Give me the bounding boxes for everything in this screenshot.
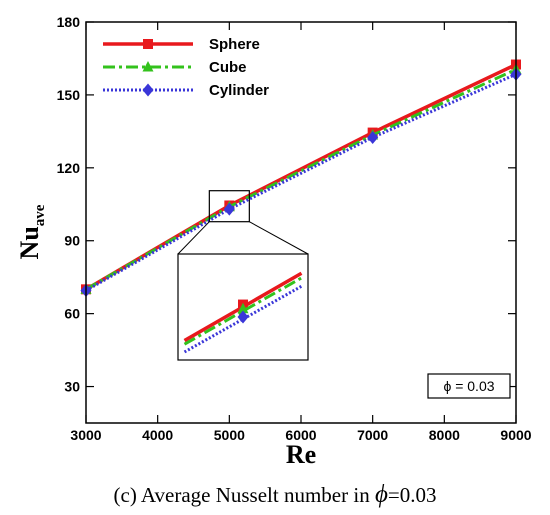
legend-item-sphere: Sphere (103, 36, 260, 53)
inset-point-cylinder (237, 310, 249, 324)
y-tick-label: 180 (57, 14, 81, 30)
inset-point-cube (237, 302, 249, 314)
x-tick-label: 4000 (142, 427, 173, 443)
y-tick-label: 60 (64, 306, 80, 322)
x-tick-label: 3000 (70, 427, 101, 443)
legend: Sphere Cube Cylinder (103, 36, 269, 99)
x-tick-label: 9000 (500, 427, 531, 443)
legend-item-cube: Cube (103, 59, 247, 76)
legend-marker-cube (142, 61, 154, 72)
caption-value: =0.03 (388, 483, 437, 507)
x-tick-label: 5000 (214, 427, 245, 443)
zoom-connector-left (177, 221, 210, 255)
x-axis-label: Re (286, 440, 316, 469)
phi-annotation-box (427, 373, 511, 399)
legend-marker-cylinder (142, 83, 154, 97)
zoom-connector-right (249, 221, 309, 255)
series-group (80, 59, 522, 298)
legend-label-cylinder: Cylinder (209, 82, 269, 99)
phi-annotation-text: ϕ = 0.03 (443, 378, 494, 394)
y-tick-label: 90 (64, 233, 80, 249)
zoom-inset (177, 190, 309, 361)
y-axis-label-sub: ave (32, 204, 48, 226)
y-tick-label: 120 (57, 160, 81, 176)
data-point-cylinder (223, 202, 235, 216)
phi-annotation: ϕ = 0.03 (427, 373, 511, 399)
plot-frame (85, 21, 517, 424)
legend-marker-sphere (143, 39, 153, 49)
data-point-cylinder (367, 130, 379, 144)
legend-label-cube: Cube (209, 59, 247, 76)
x-tick-label: 7000 (357, 427, 388, 443)
x-tick-label: 8000 (429, 427, 460, 443)
series-line-cylinder (85, 72, 517, 292)
caption-prefix: (c) Average Nusselt number in (114, 483, 371, 507)
y-tick-label: 150 (57, 87, 81, 103)
caption-phi-symbol: ϕ (375, 481, 388, 508)
y-tick-label: 30 (64, 379, 80, 395)
y-axis-label: Nuave (15, 204, 48, 259)
series-line-sphere (85, 62, 517, 291)
y-axis-label-main: Nu (15, 226, 44, 259)
caption: (c) Average Nusselt number in ϕ=0.03 (114, 481, 437, 508)
x-tick-label: 6000 (285, 427, 316, 443)
legend-item-cylinder: Cylinder (103, 82, 269, 99)
y-axis-label-text: Nuave (15, 204, 48, 259)
legend-label-sphere: Sphere (209, 36, 260, 53)
y-axis-ticks: 30 60 90 120 150 180 (57, 14, 516, 395)
zoom-region-box (208, 190, 250, 223)
